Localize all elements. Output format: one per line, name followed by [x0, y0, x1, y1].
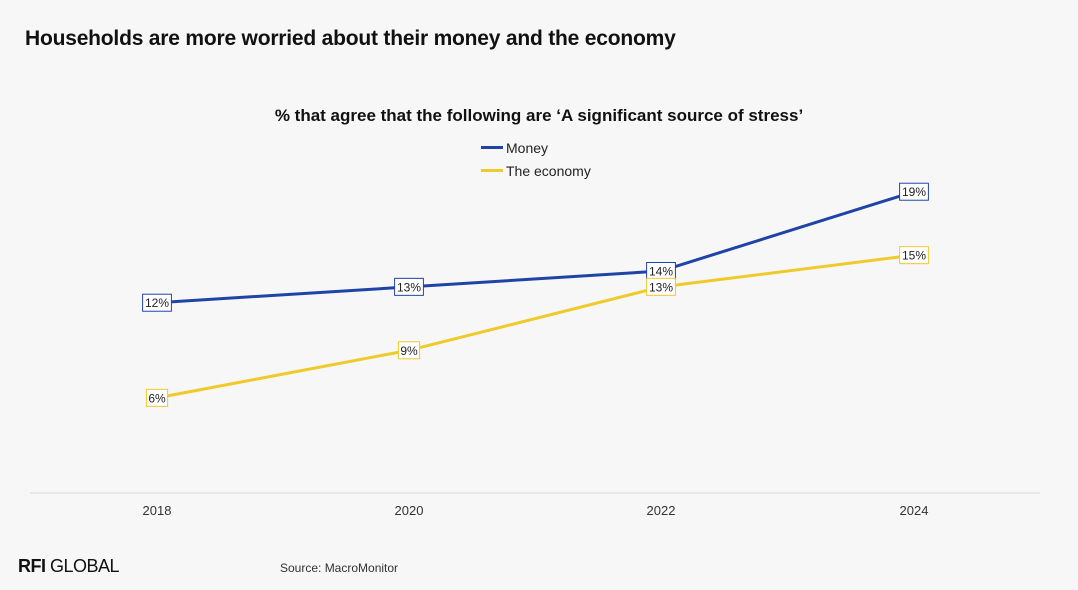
data-label-text: 15% [902, 249, 926, 263]
legend-label-economy: The economy [506, 162, 591, 179]
legend-swatch-economy [481, 169, 503, 172]
data-label-box [142, 293, 172, 312]
data-label-box [899, 182, 929, 201]
data-label-text: 14% [649, 265, 673, 279]
rfi-global-logo: RFI GLOBAL [18, 556, 120, 577]
data-label-money-2022: 14% [646, 262, 676, 280]
data-label-economy-2022: 13% [646, 277, 676, 296]
data-label-box [145, 388, 169, 407]
data-label-text: 13% [649, 280, 673, 294]
data-label-money-2020: 13% [394, 277, 424, 296]
series-line-economy [156, 253, 915, 400]
legend: Money The economy [481, 136, 591, 182]
data-label-text: 19% [902, 185, 926, 199]
page-title: Households are more worried about their … [25, 27, 676, 50]
data-label-box [397, 341, 421, 360]
legend-item-economy: The economy [481, 159, 591, 182]
chart-title: % that agree that the following are ‘A s… [274, 106, 804, 125]
data-label-text: 9% [400, 344, 418, 358]
data-label-text: 6% [148, 391, 166, 405]
data-label-economy-2020: 9% [397, 341, 421, 360]
data-label-economy-2018: 6% [145, 388, 169, 407]
source-note: Source: MacroMonitor [280, 561, 399, 575]
data-label-box [394, 277, 424, 296]
legend-label-money: Money [506, 139, 549, 156]
data-label-economy-2024: 15% [899, 246, 929, 265]
data-label-box [646, 277, 676, 296]
data-label-text: 12% [145, 296, 169, 310]
x-tick-label-2022: 2022 [647, 503, 676, 518]
data-label-money-2018: 12% [142, 293, 172, 312]
logo-rfi: RFI [18, 556, 46, 576]
series-line-money [156, 190, 915, 305]
data-label-money-2024: 19% [899, 182, 929, 201]
legend-item-money: Money [481, 136, 591, 159]
logo-global: GLOBAL [45, 556, 120, 576]
data-label-text: 13% [397, 280, 421, 294]
data-label-box [899, 246, 929, 265]
x-tick-label-2024: 2024 [900, 503, 929, 518]
legend-swatch-money [481, 146, 503, 149]
x-tick-label-2018: 2018 [143, 503, 172, 518]
x-tick-label-2020: 2020 [395, 503, 424, 518]
